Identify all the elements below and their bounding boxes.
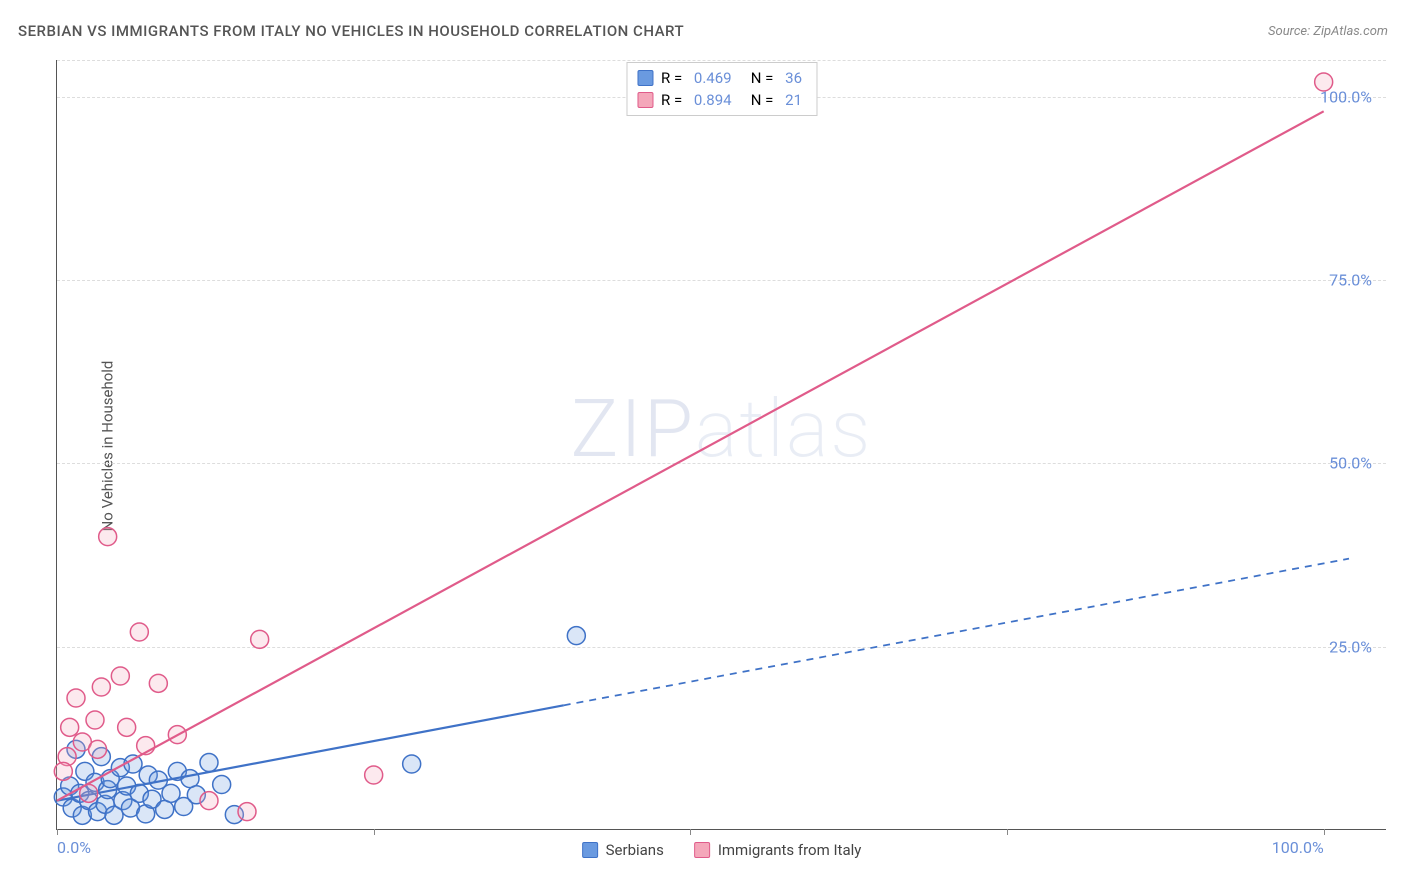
y-tick-label: 25.0% <box>1329 637 1372 656</box>
x-tick-label: 100.0% <box>1272 838 1324 857</box>
scatter-point <box>213 776 231 794</box>
y-tick-label: 75.0% <box>1329 271 1372 290</box>
x-tick <box>690 829 691 835</box>
trend-line-dashed <box>564 559 1349 706</box>
stats-row-italy: R = 0.894 N = 21 <box>637 89 802 111</box>
stat-r-label: R = <box>661 67 686 89</box>
scatter-point <box>365 766 383 784</box>
scatter-point <box>156 800 174 818</box>
scatter-point <box>130 623 148 641</box>
x-tick <box>1007 829 1008 835</box>
x-tick <box>1324 829 1325 835</box>
legend-swatch-serbians <box>582 842 598 858</box>
scatter-point <box>111 667 129 685</box>
scatter-point <box>124 755 142 773</box>
stat-r-italy: 0.894 <box>694 89 732 111</box>
scatter-point <box>54 762 72 780</box>
scatter-point <box>89 740 107 758</box>
scatter-point <box>99 528 117 546</box>
trend-line <box>57 705 564 800</box>
legend-item-serbians: Serbians <box>582 841 664 859</box>
scatter-point <box>238 803 256 821</box>
legend-swatch-italy <box>694 842 710 858</box>
scatter-point <box>200 754 218 772</box>
scatter-svg <box>57 60 1386 829</box>
y-tick-label: 50.0% <box>1329 454 1372 473</box>
stat-n-label: N = <box>740 67 778 89</box>
scatter-point <box>92 678 110 696</box>
scatter-point <box>251 630 269 648</box>
x-tick <box>57 829 58 835</box>
legend-label-serbians: Serbians <box>606 841 664 859</box>
scatter-point <box>67 689 85 707</box>
chart-title: SERBIAN VS IMMIGRANTS FROM ITALY NO VEHI… <box>18 22 684 40</box>
x-tick-label: 0.0% <box>57 838 91 857</box>
scatter-point <box>86 711 104 729</box>
stat-n-serbians: 36 <box>785 67 802 89</box>
source-attribution: Source: ZipAtlas.com <box>1268 24 1388 39</box>
legend-item-italy: Immigrants from Italy <box>694 841 862 859</box>
swatch-serbians <box>637 70 653 86</box>
y-tick-label: 100.0% <box>1320 87 1372 106</box>
legend-label-italy: Immigrants from Italy <box>718 841 862 859</box>
scatter-point <box>567 627 585 645</box>
scatter-point <box>200 792 218 810</box>
scatter-point <box>181 770 199 788</box>
plot-area: ZIPatlas R = 0.469 N = 36 R = 0.894 N = … <box>56 60 1386 830</box>
swatch-italy <box>637 92 653 108</box>
stat-n-label: N = <box>740 89 778 111</box>
stat-r-label: R = <box>661 89 686 111</box>
x-tick <box>374 829 375 835</box>
scatter-point <box>61 718 79 736</box>
stat-r-serbians: 0.469 <box>694 67 732 89</box>
trend-line <box>57 111 1324 800</box>
stat-n-italy: 21 <box>785 89 802 111</box>
legend-bottom: Serbians Immigrants from Italy <box>582 841 862 859</box>
scatter-point <box>118 718 136 736</box>
scatter-point <box>403 755 421 773</box>
stats-legend-box: R = 0.469 N = 36 R = 0.894 N = 21 <box>626 62 817 116</box>
scatter-point <box>149 674 167 692</box>
stats-row-serbians: R = 0.469 N = 36 <box>637 67 802 89</box>
